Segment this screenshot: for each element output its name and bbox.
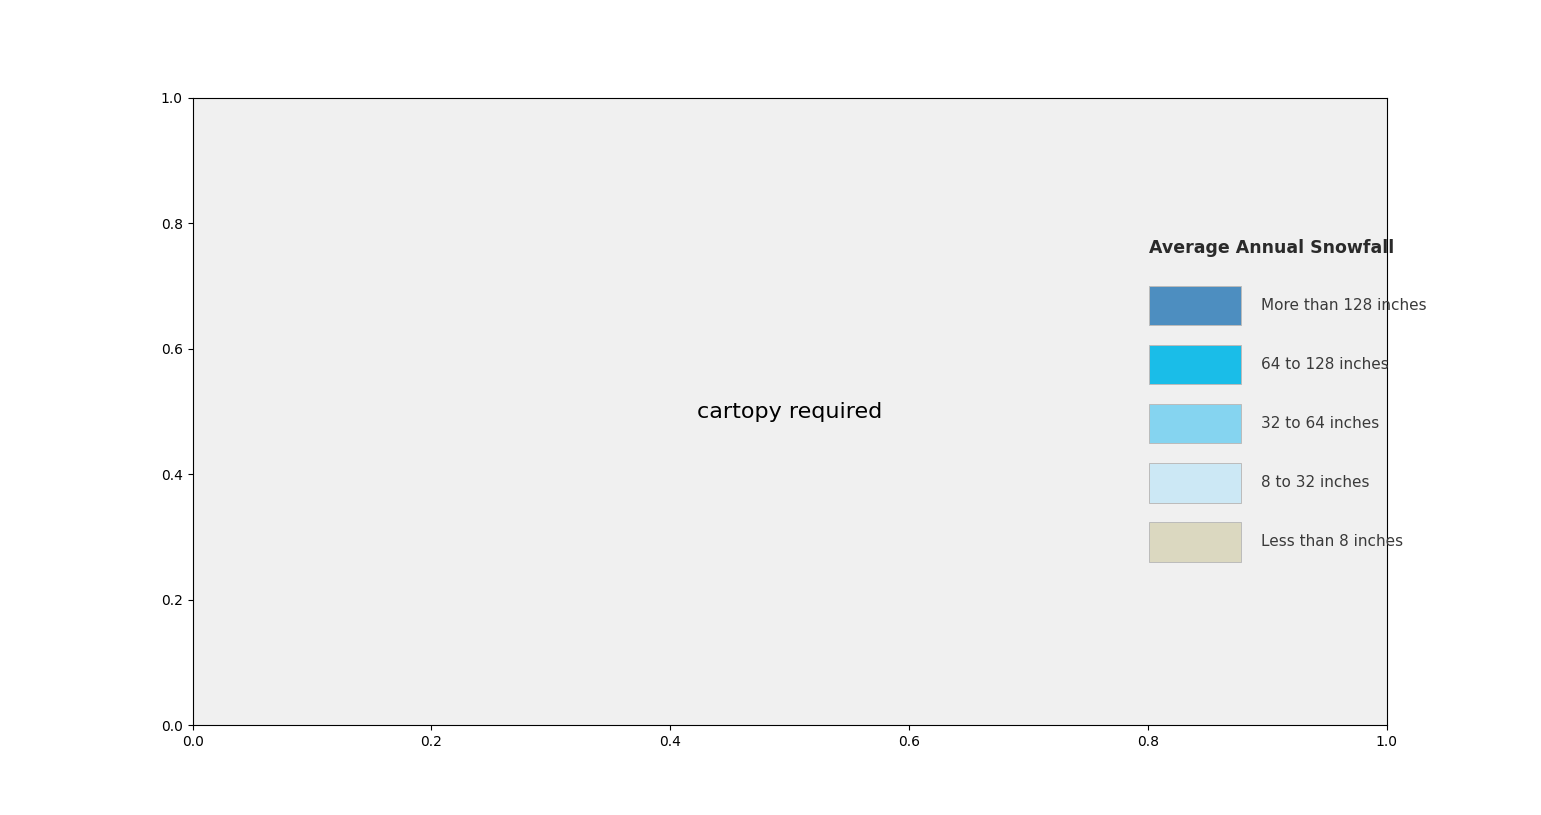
Text: More than 128 inches: More than 128 inches [1261, 297, 1427, 313]
Text: cartopy required: cartopy required [697, 402, 883, 421]
Text: Less than 8 inches: Less than 8 inches [1261, 535, 1402, 549]
FancyBboxPatch shape [1148, 345, 1241, 384]
Text: Average Annual Snowfall: Average Annual Snowfall [1148, 239, 1395, 257]
Text: 32 to 64 inches: 32 to 64 inches [1261, 416, 1379, 431]
Text: 8 to 32 inches: 8 to 32 inches [1261, 475, 1370, 491]
FancyBboxPatch shape [1148, 285, 1241, 325]
FancyBboxPatch shape [1148, 522, 1241, 562]
FancyBboxPatch shape [1148, 463, 1241, 503]
Text: 64 to 128 inches: 64 to 128 inches [1261, 357, 1388, 372]
FancyBboxPatch shape [1148, 404, 1241, 443]
